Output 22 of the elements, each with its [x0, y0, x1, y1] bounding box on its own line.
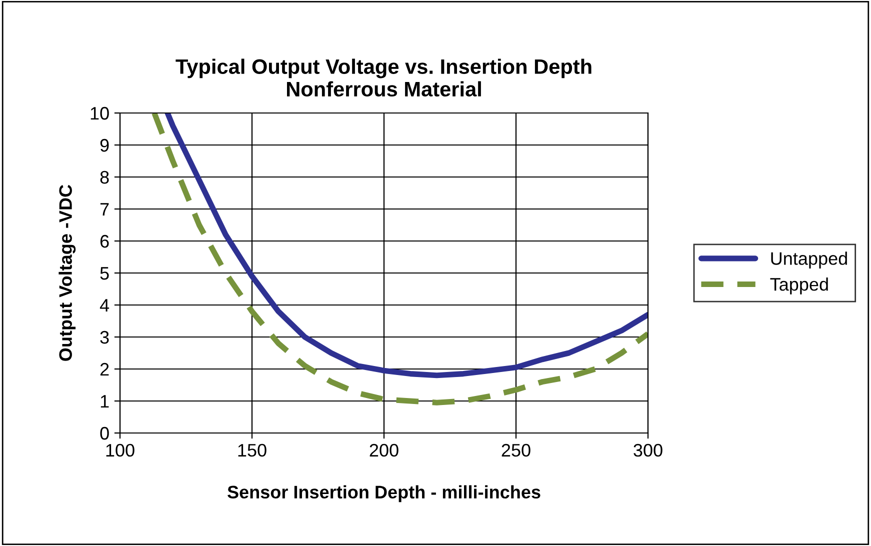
x-axis-title: Sensor Insertion Depth - milli-inches — [228, 485, 540, 502]
x-tick-label: 100 — [106, 444, 134, 457]
y-tick-label: 5 — [100, 267, 109, 280]
chart-title: Typical Output Voltage vs. Insertion Depth — [176, 58, 592, 78]
legend-label: Untapped — [771, 252, 847, 268]
y-tick-label: 3 — [100, 330, 109, 344]
y-tick-label: 2 — [100, 362, 109, 376]
x-tick-label: 250 — [502, 444, 530, 457]
y-tick-label: 6 — [100, 234, 109, 248]
legend-label: Tapped — [770, 278, 828, 294]
y-tick-label: 9 — [100, 138, 109, 152]
y-axis-title: Output Voltage -VDC — [58, 184, 76, 361]
x-tick-label: 150 — [238, 444, 266, 457]
x-tick-label: 300 — [634, 444, 662, 457]
y-tick-label: 10 — [90, 106, 109, 120]
y-tick-label: 7 — [100, 203, 109, 216]
y-tick-label: 4 — [100, 299, 110, 312]
y-tick-label: 8 — [100, 170, 109, 184]
x-tick-label: 200 — [370, 444, 398, 457]
y-tick-label: 1 — [100, 395, 109, 408]
y-tick-label: 0 — [100, 426, 109, 440]
chart-subtitle: Nonferrous Material — [287, 81, 481, 97]
